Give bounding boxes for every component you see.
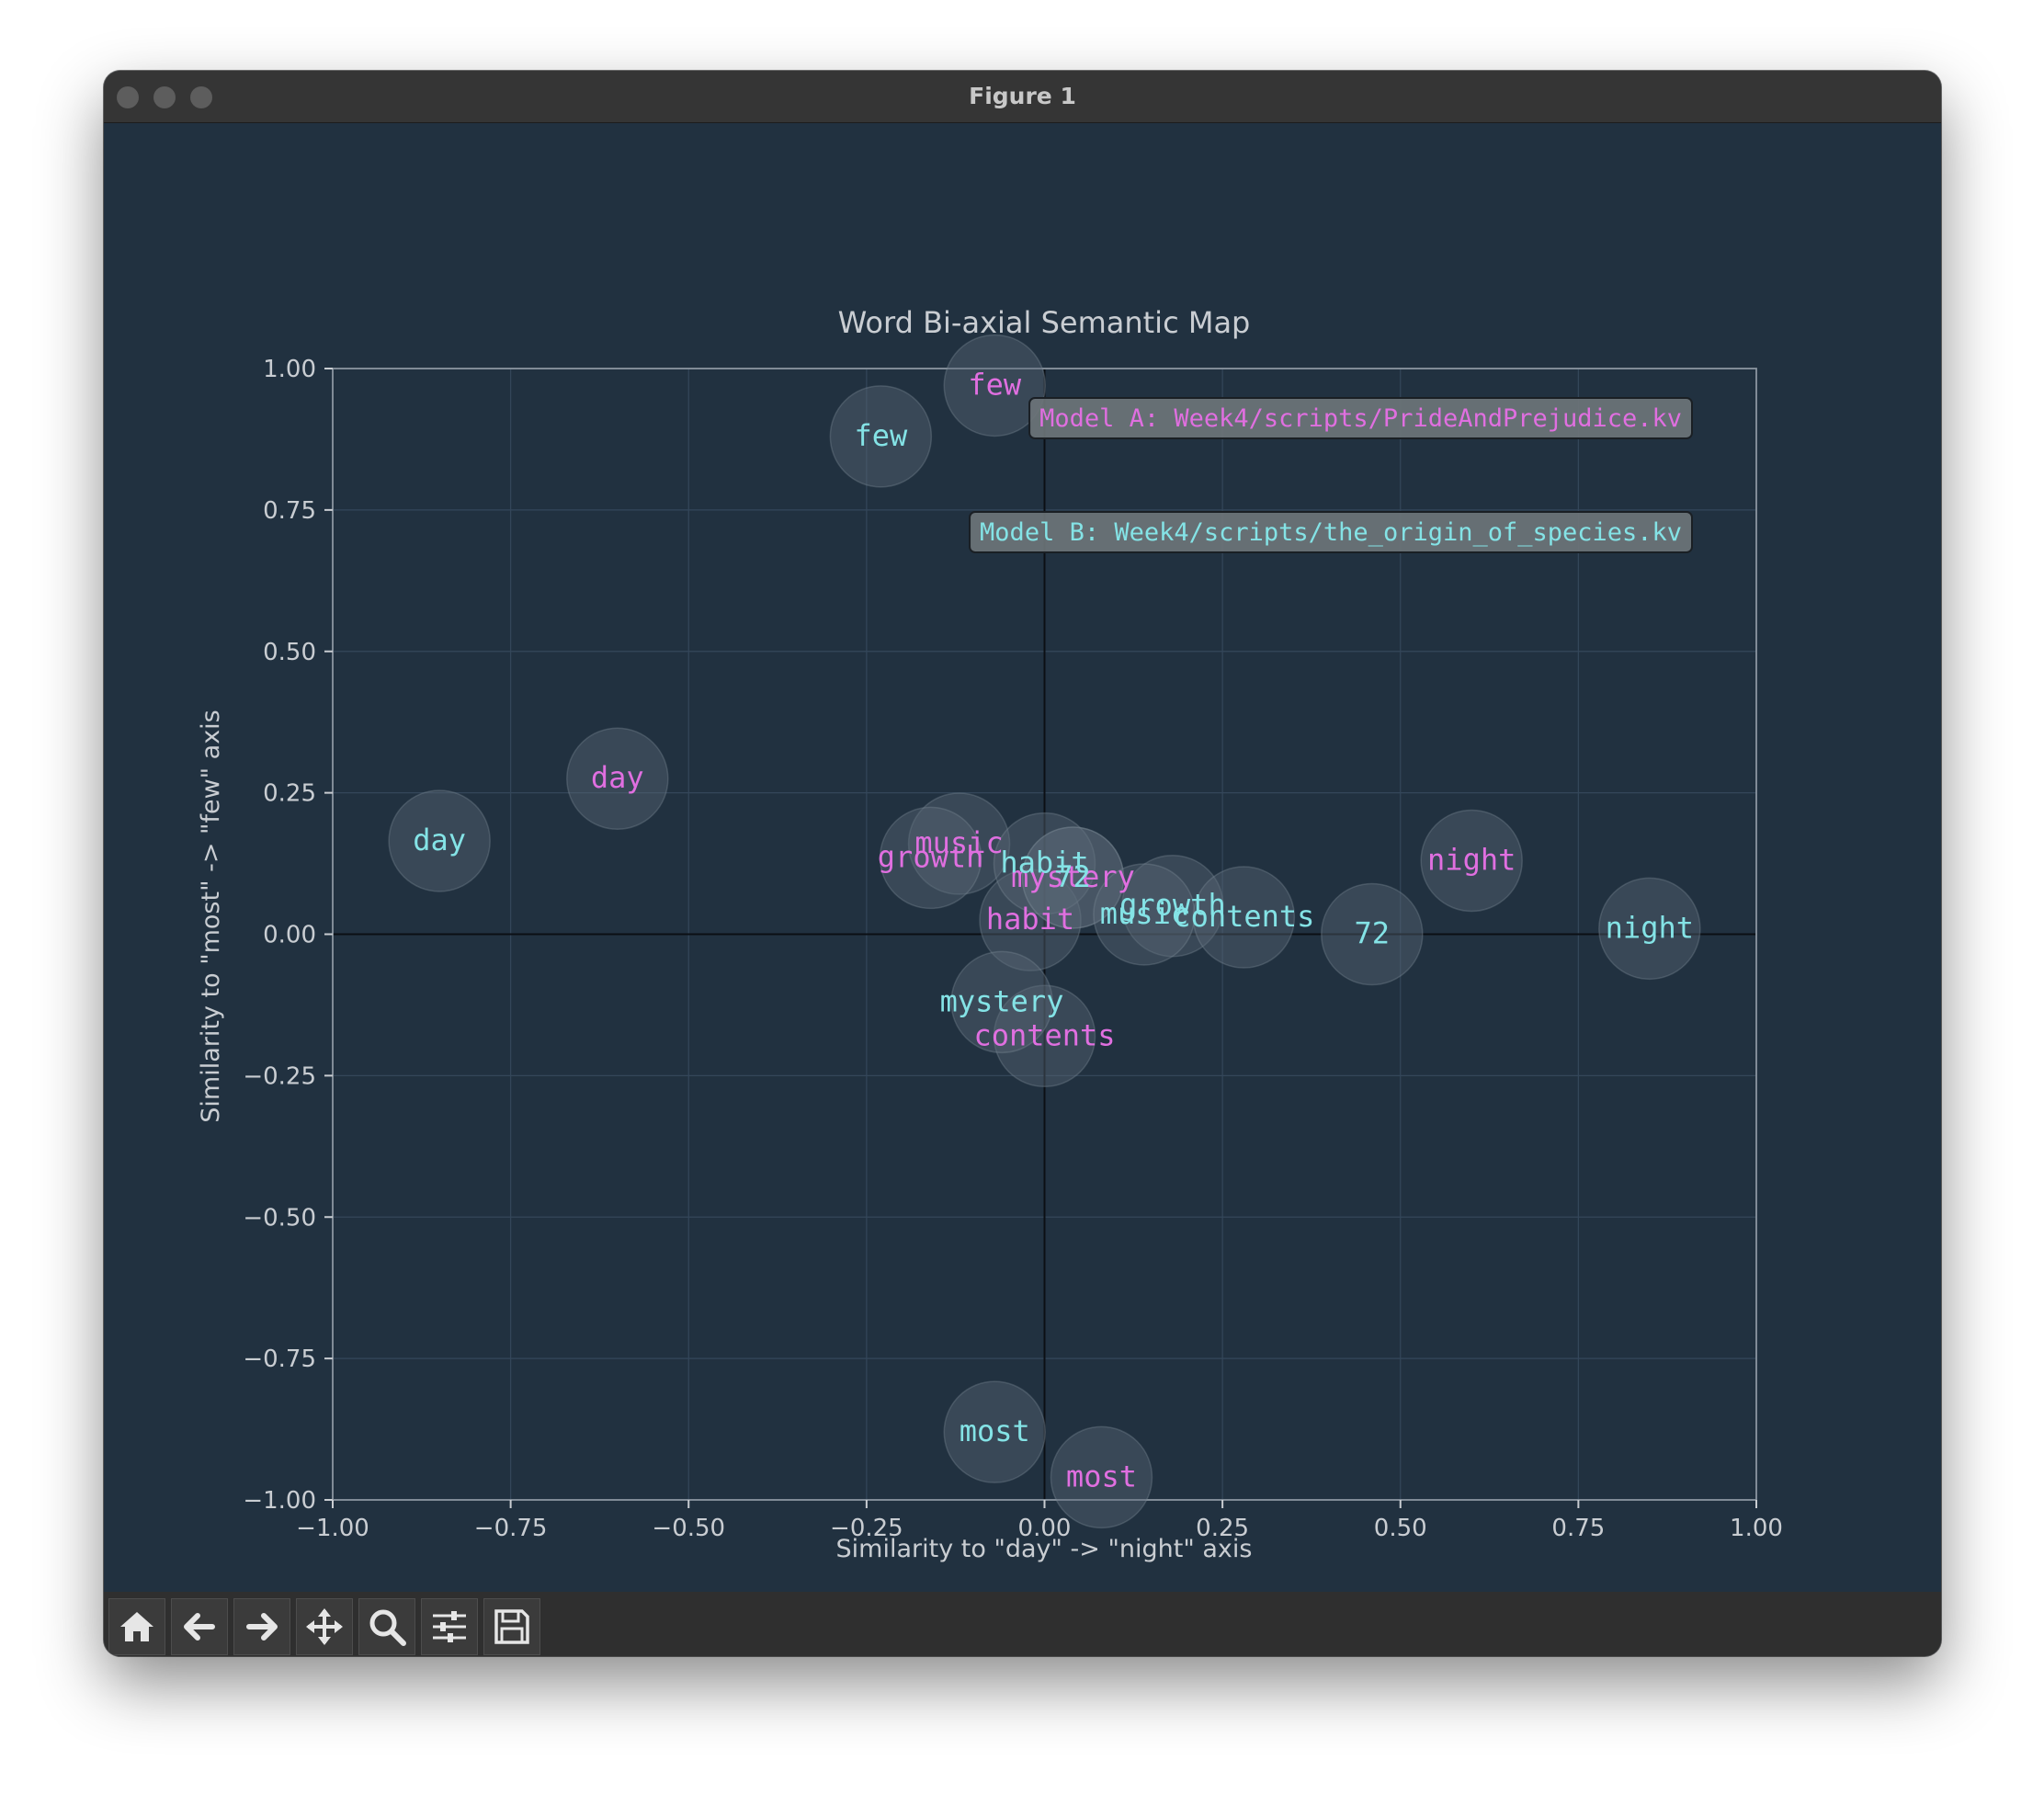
word-label-model_b: music [1100, 896, 1188, 931]
save-button[interactable] [483, 1598, 540, 1655]
y-axis-label: Similarity to "most" -> "few" axis [197, 710, 225, 1122]
bubble-model_a-few [943, 334, 1047, 437]
bubble-model_a-habit [979, 869, 1082, 971]
word-label-model_b: contents [1173, 899, 1314, 934]
y-tick-label: −1.00 [243, 1487, 316, 1515]
arrow-left-icon [184, 1613, 215, 1641]
word-label-model_b: habit [1000, 846, 1088, 880]
bubble-model_a-day [566, 727, 669, 830]
forward-button[interactable] [233, 1598, 290, 1655]
bubble-model_a-mystery [1021, 826, 1125, 929]
x-axis-label: Similarity to "day" -> "night" axis [836, 1535, 1253, 1563]
title-bar: Figure 1 [104, 71, 1941, 123]
bubble-model_b-mystery [950, 950, 1053, 1054]
legend-text-model_a: Model A: Week4/scripts/PrideAndPrejudice… [1039, 404, 1682, 433]
bubble-model_b-contents [1192, 866, 1296, 969]
bubble-model_a-night [1420, 809, 1523, 913]
word-label-model_b: most [960, 1414, 1030, 1448]
pan-button[interactable] [296, 1598, 353, 1655]
bubble-model_b-72 [1321, 882, 1424, 986]
floppy-disk-icon [494, 1609, 529, 1644]
zoom-window-icon[interactable] [190, 86, 212, 108]
window-title: Figure 1 [969, 83, 1076, 109]
arrow-right-icon [246, 1613, 278, 1641]
word-labels: fewdaynightmusicgrowthmysteryhabitconten… [413, 367, 1694, 1493]
y-tick-label: −0.75 [243, 1346, 316, 1373]
chart-canvas[interactable]: −1.00 −0.75 −0.50 −0.25 0.00 0.25 0.50 0.75 1.00… [104, 123, 1941, 1589]
bubble-model_b-habit [993, 812, 1096, 915]
configure-subplots-button[interactable] [421, 1598, 478, 1655]
y-tick-label: −0.25 [243, 1062, 316, 1090]
y-tick-label: 0.25 [263, 780, 316, 808]
word-label-model_a: night [1427, 842, 1516, 877]
figure-background [104, 123, 1941, 1589]
legend-box-model_a: Model A: Week4/scripts/PrideAndPrejudice… [1028, 397, 1693, 439]
word-label-model_a: mystery [1011, 859, 1135, 894]
word-label-model_a: habit [986, 902, 1074, 937]
x-tick-label: 0.75 [1551, 1515, 1605, 1542]
bubbles [388, 334, 1701, 1529]
bubble-model_a-growth [879, 806, 982, 910]
word-label-model_a: day [591, 760, 644, 795]
legend-text-model_b: Model B: Week4/scripts/the_origin_of_spe… [980, 518, 1682, 547]
bubble-model_b-night [1598, 877, 1701, 981]
minimize-window-icon[interactable] [153, 86, 176, 108]
word-label-model_a: music [914, 825, 1003, 860]
navigation-toolbar [104, 1592, 1941, 1656]
move-icon [306, 1608, 343, 1645]
word-label-model_a: contents [973, 1017, 1115, 1052]
bubble-model_a-contents [993, 984, 1096, 1088]
word-label-model_a: growth [878, 839, 984, 874]
axes: −1.00 −0.75 −0.50 −0.25 0.00 0.25 0.50 0.75 1.00… [243, 356, 1783, 1542]
bubble-model_b-music [1093, 863, 1196, 966]
y-tick-label: 0.50 [263, 639, 316, 666]
legend-box-model_b: Model B: Week4/scripts/the_origin_of_spe… [969, 511, 1693, 553]
y-tick-label: 1.00 [263, 356, 316, 383]
bubble-model_a-most [1050, 1425, 1153, 1529]
x-tick-label: 0.25 [1196, 1515, 1249, 1542]
word-label-model_b: mystery [940, 983, 1064, 1018]
y-tick-label: 0.00 [263, 922, 316, 949]
legend-box-background [969, 511, 1693, 553]
word-label-model_b: 72 [1055, 859, 1091, 894]
bubble-model_b-72 [1021, 826, 1125, 929]
x-tick-label: −0.50 [652, 1515, 725, 1542]
sliders-icon [433, 1611, 466, 1642]
word-label-model_b: 72 [1355, 916, 1391, 951]
y-tick-label: −0.50 [243, 1204, 316, 1232]
back-button[interactable] [171, 1598, 228, 1655]
bubble-model_b-few [829, 385, 933, 488]
chart-title: Word Bi-axial Semantic Map [838, 305, 1251, 340]
bubble-model_a-music [907, 792, 1011, 895]
word-label-model_b: day [413, 823, 466, 857]
x-tick-label: −0.75 [474, 1515, 548, 1542]
x-tick-label: 0.00 [1018, 1515, 1072, 1542]
word-label-model_a: most [1066, 1459, 1137, 1493]
x-tick-label: 1.00 [1730, 1515, 1783, 1542]
home-button[interactable] [108, 1598, 165, 1655]
x-tick-label: 0.50 [1374, 1515, 1427, 1542]
close-window-icon[interactable] [117, 86, 139, 108]
legend-box-background [1028, 397, 1693, 439]
model-legend: Model A: Week4/scripts/PrideAndPrejudice… [969, 397, 1693, 553]
home-icon [120, 1612, 153, 1641]
x-tick-label: −0.25 [830, 1515, 903, 1542]
word-label-model_b: night [1606, 910, 1694, 945]
bubble-model_b-most [943, 1380, 1047, 1483]
bubble-model_b-day [388, 789, 491, 892]
word-label-model_b: few [854, 418, 908, 453]
zoom-button[interactable] [358, 1598, 415, 1655]
word-label-model_a: few [968, 367, 1022, 402]
word-label-model_b: growth [1119, 888, 1226, 923]
x-tick-label: −1.00 [296, 1515, 369, 1542]
figure-window: Figure 1 −1.00 −0.75 −0.50 −0.25 0.00 0.25 0.5… [104, 71, 1941, 1656]
bubble-model_b-growth [1121, 854, 1224, 958]
magnifier-icon [369, 1609, 406, 1646]
y-tick-label: 0.75 [263, 497, 316, 525]
